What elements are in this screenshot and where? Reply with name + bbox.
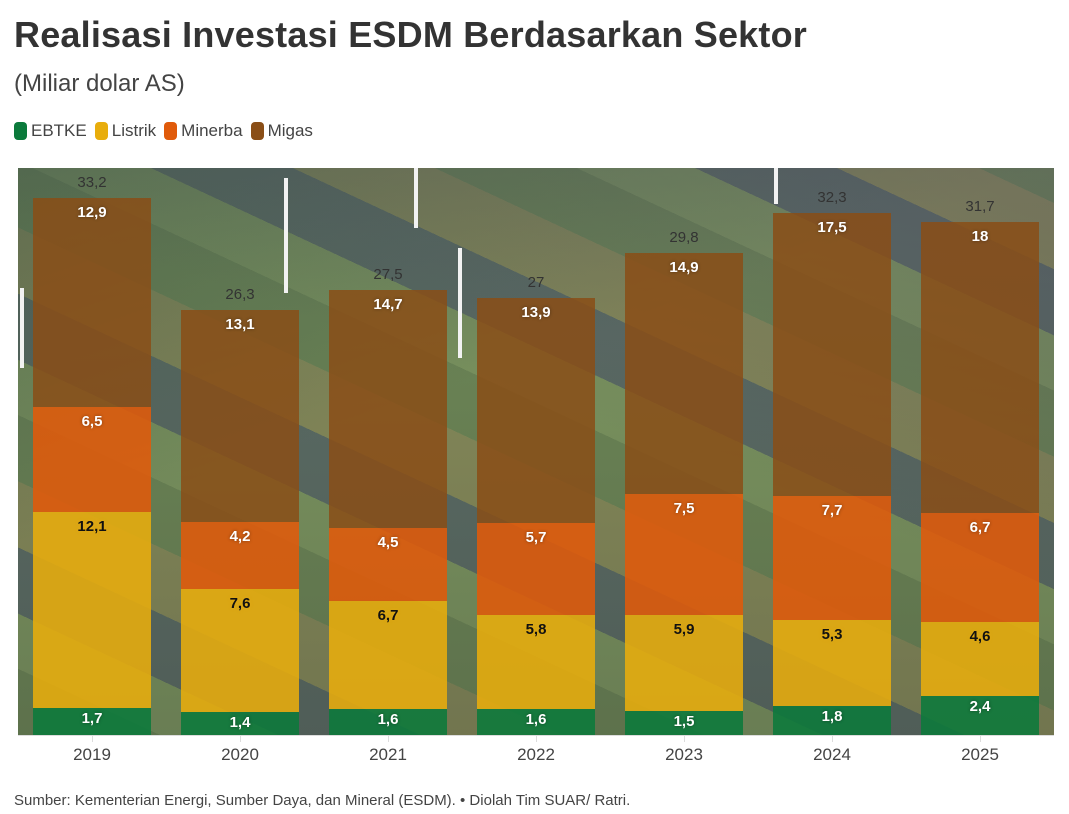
data-label: 1,7 (81, 709, 103, 727)
bar-segment-listrik-2024: 5,3 (773, 620, 891, 706)
data-label: 4,2 (229, 527, 251, 545)
data-label: 7,5 (673, 500, 695, 518)
data-label: 6,7 (969, 519, 991, 537)
bar-segment-migas-2020: 13,1 (181, 309, 299, 522)
bar-segment-minerba-2024: 7,7 (773, 495, 891, 621)
legend-label: Migas (267, 121, 313, 140)
data-label: 14,7 (373, 296, 403, 314)
bar-segment-migas-2024: 17,5 (773, 212, 891, 496)
data-label: 2,4 (969, 698, 991, 716)
bar-segment-migas-2025: 18 (921, 222, 1039, 514)
x-tick (92, 736, 93, 742)
data-label: 1,8 (821, 707, 843, 725)
wind-turbine-icon (414, 168, 418, 228)
data-label: 18 (971, 228, 989, 246)
data-label: 13,1 (225, 315, 255, 333)
legend-swatch-icon (250, 122, 264, 140)
legend-item-ebtke: EBTKE (14, 121, 87, 141)
total-label: 32,3 (817, 188, 847, 206)
source-note: Sumber: Kementerian Energi, Sumber Daya,… (14, 792, 631, 809)
wind-turbine-icon (284, 178, 288, 293)
total-label: 29,8 (669, 229, 699, 247)
data-label: 1,6 (377, 711, 399, 729)
legend-label: EBTKE (31, 121, 87, 140)
legend-item-migas: Migas (250, 121, 313, 141)
data-label: 5,8 (525, 621, 547, 639)
total-label: 27 (527, 274, 545, 292)
data-label: 1,5 (673, 712, 695, 730)
bar-segment-minerba-2025: 6,7 (921, 513, 1039, 622)
bar-segment-migas-2021: 14,7 (329, 290, 447, 528)
wind-turbine-icon (20, 288, 24, 368)
data-label: 5,3 (821, 626, 843, 644)
x-tick-label: 2024 (813, 745, 851, 764)
bar-segment-ebtke-2020: 1,4 (181, 712, 299, 735)
bar-segment-minerba-2021: 4,5 (329, 528, 447, 601)
x-tick (684, 736, 685, 742)
chart-subtitle: (Miliar dolar AS) (14, 70, 185, 97)
data-label: 14,9 (669, 259, 699, 277)
bar-segment-minerba-2023: 7,5 (625, 494, 743, 616)
x-tick-label: 2025 (961, 745, 999, 764)
legend-swatch-icon (14, 122, 27, 140)
bar-segment-minerba-2022: 5,7 (477, 523, 595, 616)
wind-turbine-icon (458, 248, 462, 358)
chart-title: Realisasi Investasi ESDM Berdasarkan Sek… (14, 14, 807, 55)
bar-segment-ebtke-2023: 1,5 (625, 710, 743, 735)
bar-segment-ebtke-2024: 1,8 (773, 705, 891, 735)
wind-turbine-icon (774, 168, 778, 204)
bar-segment-migas-2019: 12,9 (33, 198, 151, 407)
bar-segment-ebtke-2022: 1,6 (477, 709, 595, 735)
bar-segment-migas-2023: 14,9 (625, 253, 743, 495)
data-label: 6,7 (377, 606, 399, 624)
bar-segment-listrik-2021: 6,7 (329, 600, 447, 710)
data-label: 17,5 (817, 218, 847, 236)
data-label: 5,7 (525, 529, 547, 547)
x-tick (536, 736, 537, 742)
bar-segment-minerba-2019: 6,5 (33, 406, 151, 512)
x-tick-label: 2020 (221, 745, 259, 764)
data-label: 12,9 (77, 204, 107, 222)
x-tick-label: 2019 (73, 745, 111, 764)
bar-segment-minerba-2020: 4,2 (181, 521, 299, 590)
data-label: 1,6 (525, 711, 547, 729)
legend-item-minerba: Minerba (164, 121, 243, 141)
data-label: 5,9 (673, 621, 695, 639)
legend: EBTKE Listrik Minerba Migas (14, 121, 313, 141)
data-label: 7,7 (821, 501, 843, 519)
total-label: 26,3 (225, 285, 255, 303)
legend-label: Listrik (111, 121, 157, 140)
x-tick (832, 736, 833, 742)
bar-segment-migas-2022: 13,9 (477, 298, 595, 524)
total-label: 27,5 (373, 266, 403, 284)
data-label: 4,6 (969, 627, 991, 645)
x-tick (980, 736, 981, 742)
data-label: 6,5 (81, 412, 103, 430)
bar-segment-ebtke-2025: 2,4 (921, 696, 1039, 735)
x-tick (388, 736, 389, 742)
bar-segment-listrik-2020: 7,6 (181, 589, 299, 713)
bar-segment-ebtke-2021: 1,6 (329, 709, 447, 735)
x-tick-label: 2021 (369, 745, 407, 764)
bar-segment-listrik-2023: 5,9 (625, 615, 743, 711)
legend-item-listrik: Listrik (94, 121, 157, 141)
legend-swatch-icon (94, 122, 108, 140)
total-label: 31,7 (965, 198, 995, 216)
bar-segment-listrik-2025: 4,6 (921, 621, 1039, 697)
bar-segment-listrik-2022: 5,8 (477, 615, 595, 710)
bar-segment-listrik-2019: 12,1 (33, 511, 151, 708)
bar-segment-ebtke-2019: 1,7 (33, 707, 151, 735)
data-label: 4,5 (377, 534, 399, 552)
x-tick-label: 2022 (517, 745, 555, 764)
x-axis (18, 735, 1054, 736)
data-label: 12,1 (77, 517, 107, 535)
x-tick (240, 736, 241, 742)
data-label: 1,4 (229, 714, 251, 732)
legend-swatch-icon (164, 122, 178, 140)
x-tick-label: 2023 (665, 745, 703, 764)
total-label: 33,2 (77, 174, 107, 192)
data-label: 13,9 (521, 304, 551, 322)
legend-label: Minerba (181, 121, 243, 140)
data-label: 7,6 (229, 595, 251, 613)
